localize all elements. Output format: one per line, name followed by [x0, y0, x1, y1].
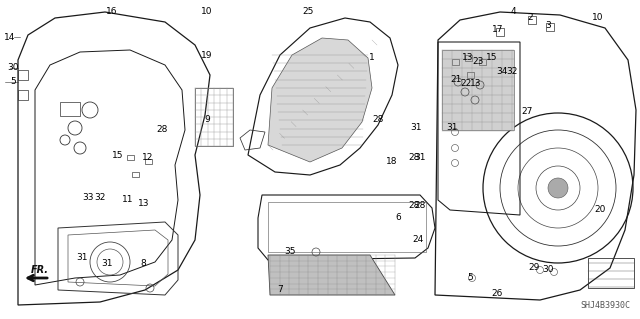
Text: 13: 13	[462, 54, 474, 63]
Bar	[268, 202, 426, 252]
Text: 31: 31	[446, 123, 458, 132]
Circle shape	[548, 178, 568, 198]
Bar	[546, 23, 554, 31]
Text: 9: 9	[204, 115, 210, 124]
Text: 28: 28	[408, 153, 420, 162]
Text: 13: 13	[138, 199, 150, 209]
Bar	[195, 88, 233, 146]
Text: 1: 1	[369, 54, 375, 63]
Bar	[496, 28, 504, 36]
Text: 20: 20	[595, 205, 605, 214]
Bar	[465, 55, 472, 61]
Text: 25: 25	[302, 8, 314, 17]
Bar	[127, 155, 134, 160]
Text: 16: 16	[106, 8, 118, 17]
Text: 29: 29	[528, 263, 540, 272]
Text: 5: 5	[10, 78, 16, 86]
Text: 11: 11	[122, 196, 134, 204]
Text: 35: 35	[284, 248, 296, 256]
Bar	[528, 16, 536, 24]
Polygon shape	[268, 255, 395, 295]
Text: 14: 14	[4, 33, 16, 41]
Bar	[145, 159, 152, 164]
Text: 21: 21	[451, 76, 461, 85]
Bar	[452, 59, 459, 65]
Text: 15: 15	[486, 54, 498, 63]
Text: 12: 12	[142, 153, 154, 162]
Bar	[132, 172, 139, 177]
Text: 32: 32	[94, 194, 106, 203]
Text: 19: 19	[201, 50, 212, 60]
Bar	[479, 59, 486, 65]
Text: 6: 6	[395, 213, 401, 222]
Polygon shape	[268, 38, 372, 162]
Text: 28: 28	[372, 115, 384, 124]
Text: 13: 13	[470, 79, 482, 88]
Text: 34: 34	[496, 68, 508, 77]
Text: 31: 31	[410, 123, 422, 132]
Text: 31: 31	[414, 153, 426, 162]
Text: 32: 32	[506, 68, 518, 77]
Bar	[18, 90, 28, 100]
Text: 28: 28	[408, 201, 420, 210]
Text: 24: 24	[412, 235, 424, 244]
Text: SHJ4B3930C: SHJ4B3930C	[580, 301, 630, 310]
Text: 28: 28	[414, 201, 426, 210]
Text: 10: 10	[201, 8, 212, 17]
Text: 22: 22	[460, 79, 472, 88]
Text: 33: 33	[83, 194, 93, 203]
Bar	[18, 70, 28, 80]
Text: 10: 10	[592, 13, 604, 23]
Text: 27: 27	[522, 108, 532, 116]
Bar	[467, 72, 474, 78]
Bar	[442, 50, 514, 130]
Text: 28: 28	[156, 125, 168, 135]
Text: 31: 31	[76, 254, 88, 263]
Text: 26: 26	[492, 290, 502, 299]
Text: 2: 2	[527, 13, 533, 23]
Text: 8: 8	[140, 259, 146, 269]
Bar	[60, 102, 80, 116]
Text: 31: 31	[101, 259, 113, 269]
Text: 5: 5	[467, 273, 473, 283]
Text: 23: 23	[472, 57, 484, 66]
Text: 30: 30	[7, 63, 19, 72]
Text: 30: 30	[542, 265, 554, 275]
Text: 18: 18	[387, 158, 397, 167]
Text: 3: 3	[545, 20, 551, 29]
Text: FR.: FR.	[31, 265, 49, 275]
Bar	[588, 258, 634, 288]
Text: 4: 4	[510, 8, 516, 17]
Text: 17: 17	[492, 26, 504, 34]
Text: 7: 7	[277, 286, 283, 294]
Text: 15: 15	[112, 151, 124, 160]
